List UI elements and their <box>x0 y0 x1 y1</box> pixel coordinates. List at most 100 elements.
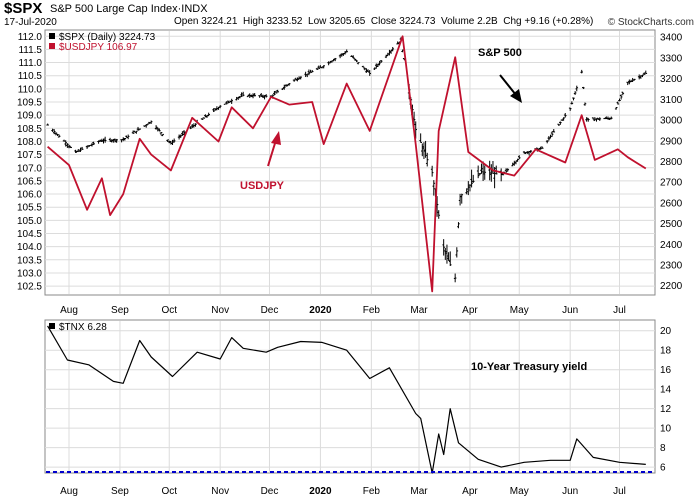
usdjpy-axis-tick-label: 103.0 <box>17 268 42 279</box>
tnx-x-tick-label: Dec <box>261 486 279 497</box>
tnx-x-tick-label: Nov <box>211 486 229 497</box>
tnx-x-tick-label: Aug <box>60 486 78 497</box>
main-x-tick-label: Feb <box>363 305 381 316</box>
usdjpy-axis-tick-label: 109.5 <box>17 98 42 109</box>
spx-axis-tick-label: 2200 <box>660 281 683 292</box>
usdjpy-axis-tick-label: 104.5 <box>17 229 42 240</box>
tnx-x-tick-label: Sep <box>111 486 129 497</box>
spx-axis-tick-label: 2800 <box>660 157 683 168</box>
usdjpy-axis-tick-label: 103.5 <box>17 255 42 266</box>
ticker-symbol: $SPX <box>4 0 43 17</box>
high-value: 3233.52 <box>266 16 303 27</box>
spx-axis-tick-label: 3000 <box>660 116 683 127</box>
main-x-tick-label: 2020 <box>309 305 332 316</box>
volume-value: 2.2B <box>477 16 498 27</box>
tnx-axis-tick-label: 16 <box>660 365 672 376</box>
tnx-x-tick-label: Jul <box>613 486 626 497</box>
tnx-legend-swatch <box>49 323 55 329</box>
usdjpy-axis-tick-label: 108.5 <box>17 124 42 135</box>
usdjpy-axis-tick-label: 110.0 <box>18 84 43 95</box>
usdjpy-legend-swatch <box>49 43 55 49</box>
main-x-tick-label: Nov <box>211 305 229 316</box>
tnx-x-tick-label: Oct <box>161 486 177 497</box>
tnx-x-tick-label: Apr <box>462 486 478 497</box>
main-x-tick-label: Dec <box>261 305 279 316</box>
tnx-axis-tick-label: 20 <box>660 326 672 337</box>
tnx-axis-tick-label: 6 <box>660 463 666 474</box>
spx-axis-tick-label: 2700 <box>660 178 683 189</box>
usdjpy-series-line <box>47 35 647 293</box>
usdjpy-axis-tick-label: 111.0 <box>18 58 42 69</box>
sp500-arrow-head <box>510 89 522 103</box>
usdjpy-axis-tick-label: 105.0 <box>17 216 42 227</box>
tnx-x-tick-label: Mar <box>410 486 428 497</box>
usdjpy-legend-label: $USDJPY 106.97 <box>59 42 138 53</box>
main-x-tick-label: Jul <box>613 305 626 316</box>
low-label: Low <box>308 16 327 27</box>
quote-date: 17-Jul-2020 <box>4 17 57 28</box>
index-name: S&P 500 Large Cap Index <box>50 3 178 15</box>
usdjpy-axis-tick-label: 112.0 <box>18 32 43 43</box>
main-x-tick-label: Apr <box>462 305 478 316</box>
close-value: 3224.73 <box>399 16 436 27</box>
main-x-tick-label: Aug <box>60 305 78 316</box>
spx-axis-tick-label: 2500 <box>660 219 683 230</box>
open-value: 3224.21 <box>201 16 238 27</box>
tnx-legend-label: $TNX 6.28 <box>59 322 107 333</box>
main-panel-frame <box>44 29 656 296</box>
sp500-annotation: S&P 500 <box>478 47 522 59</box>
spx-legend-label: $SPX (Daily) 3224.73 <box>59 32 156 43</box>
tnx-x-tick-label: May <box>510 486 529 497</box>
spx-axis-tick-label: 3200 <box>660 74 683 85</box>
usdjpy-axis-tick-label: 106.0 <box>17 190 42 201</box>
tnx-x-tick-label: 2020 <box>309 486 332 497</box>
open-label: Open <box>174 16 199 27</box>
main-x-tick-label: Jun <box>562 305 578 316</box>
main-x-tick-label: Sep <box>111 305 129 316</box>
tnx-axis-tick-label: 12 <box>660 404 672 415</box>
usdjpy-axis-tick-label: 109.0 <box>17 111 42 122</box>
close-label: Close <box>370 16 397 27</box>
volume-label: Volume <box>440 16 475 27</box>
change-value: +9.16 (+0.28%) <box>524 16 594 27</box>
tnx-series-line <box>47 325 646 474</box>
exchange-name: INDX <box>181 3 208 15</box>
usdjpy-axis-tick-label: 102.5 <box>17 282 42 293</box>
main-x-tick-label: May <box>510 305 529 316</box>
usdjpy-arrow-head <box>271 131 281 145</box>
tnx-axis-tick-label: 14 <box>660 385 672 396</box>
spx-axis-tick-label: 3100 <box>660 95 683 106</box>
usdjpy-axis-tick-label: 108.0 <box>17 137 42 148</box>
spx-axis-tick-label: 2300 <box>660 261 683 272</box>
stockcharts-brand: © StockCharts.com <box>607 17 694 28</box>
usdjpy-axis-tick-label: 105.5 <box>17 203 42 214</box>
usdjpy-axis-tick-label: 107.0 <box>17 163 42 174</box>
spx-legend-swatch <box>49 33 55 39</box>
usdjpy-axis-tick-label: 104.0 <box>17 242 42 253</box>
usdjpy-axis-tick-label: 107.5 <box>17 150 42 161</box>
tnx-x-tick-label: Feb <box>363 486 381 497</box>
name-separator: · <box>177 3 182 15</box>
tnx-axis-tick-label: 18 <box>660 346 672 357</box>
spx-axis-tick-label: 2400 <box>660 240 683 251</box>
usdjpy-axis-tick-label: 106.5 <box>17 176 42 187</box>
usdjpy-axis-tick-label: 111.5 <box>18 45 42 56</box>
tnx-axis-tick-label: 8 <box>660 443 666 454</box>
tnx-axis-tick-label: 10 <box>660 424 672 435</box>
usdjpy-arrow-shaft <box>267 139 277 167</box>
usdjpy-annotation: USDJPY <box>240 180 285 192</box>
quote-summary: Open 3224.21 High 3233.52 Low 3205.65 Cl… <box>174 16 593 27</box>
spx-axis-tick-label: 2900 <box>660 136 683 147</box>
index-full-name: S&P 500 Large Cap Index·INDX <box>50 3 208 15</box>
tnx-annotation: 10-Year Treasury yield <box>471 361 587 373</box>
low-value: 3205.65 <box>329 16 366 27</box>
usdjpy-axis-tick-label: 110.5 <box>18 71 43 82</box>
spx-axis-tick-label: 3300 <box>660 53 683 64</box>
spx-axis-tick-label: 3400 <box>660 33 683 44</box>
tnx-panel-frame <box>44 319 656 474</box>
spx-axis-tick-label: 2600 <box>660 198 683 209</box>
main-x-tick-label: Mar <box>410 305 428 316</box>
main-x-tick-label: Oct <box>161 305 177 316</box>
tnx-x-tick-label: Jun <box>562 486 578 497</box>
